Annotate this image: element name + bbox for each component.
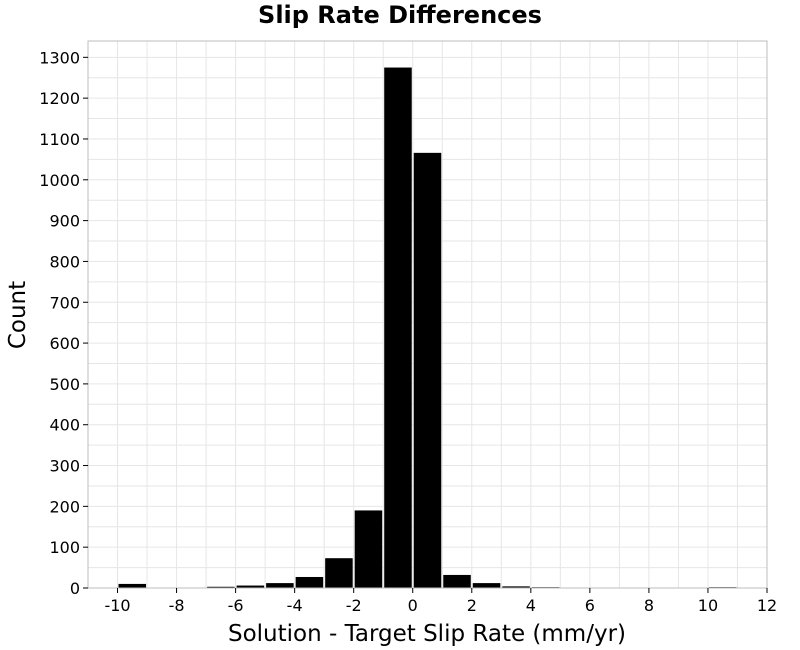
x-tick-label: 8 xyxy=(644,596,654,615)
y-tick-label: 300 xyxy=(49,457,80,476)
histogram-bar xyxy=(502,586,530,588)
histogram-bar xyxy=(266,583,294,588)
x-axis-label: Solution - Target Slip Rate (mm/yr) xyxy=(228,621,626,647)
histogram-bar xyxy=(413,152,442,589)
y-tick-label: 800 xyxy=(49,252,80,271)
histogram-bar xyxy=(325,558,353,588)
histogram-bar xyxy=(354,510,383,588)
chart-title: Slip Rate Differences xyxy=(258,1,542,29)
histogram-bar xyxy=(207,586,235,588)
x-tick-label: -4 xyxy=(287,596,303,615)
x-axis-ticks: -10 -8 -6 -4 -2 0 2 4 6 8 10 12 xyxy=(104,588,777,615)
y-axis-ticks: 0 100 200 300 400 500 600 700 800 900 1000 1100 1200… xyxy=(39,48,88,598)
x-tick-label: 10 xyxy=(698,596,718,615)
y-tick-label: 500 xyxy=(49,375,80,394)
x-tick-label: 12 xyxy=(757,596,777,615)
y-tick-label: 1100 xyxy=(39,130,80,149)
x-tick-label: 2 xyxy=(467,596,477,615)
y-tick-label: 400 xyxy=(49,416,80,435)
x-tick-label: -6 xyxy=(228,596,244,615)
histogram-bar xyxy=(236,585,265,588)
bars xyxy=(118,67,737,589)
x-tick-label: 0 xyxy=(408,596,418,615)
y-tick-label: 700 xyxy=(49,293,80,312)
y-tick-label: 100 xyxy=(49,538,80,557)
y-tick-label: 600 xyxy=(49,334,80,353)
x-tick-label: -8 xyxy=(169,596,185,615)
y-tick-label: 0 xyxy=(70,579,80,598)
histogram-bar xyxy=(443,574,471,588)
y-tick-label: 1300 xyxy=(39,48,80,67)
y-tick-label: 1200 xyxy=(39,89,80,108)
x-tick-label: 4 xyxy=(526,596,536,615)
y-tick-label: 900 xyxy=(49,212,80,231)
plot-frame xyxy=(87,40,768,589)
histogram-bar xyxy=(118,583,147,588)
histogram-bar xyxy=(472,583,501,588)
x-tick-label: -2 xyxy=(346,596,362,615)
y-tick-label: 1000 xyxy=(39,171,80,190)
y-axis-label: Count xyxy=(5,281,31,349)
histogram-bar xyxy=(295,576,324,588)
x-tick-label: -10 xyxy=(104,596,130,615)
x-tick-label: 6 xyxy=(585,596,595,615)
histogram-bar xyxy=(384,67,412,589)
y-tick-label: 200 xyxy=(49,497,80,516)
